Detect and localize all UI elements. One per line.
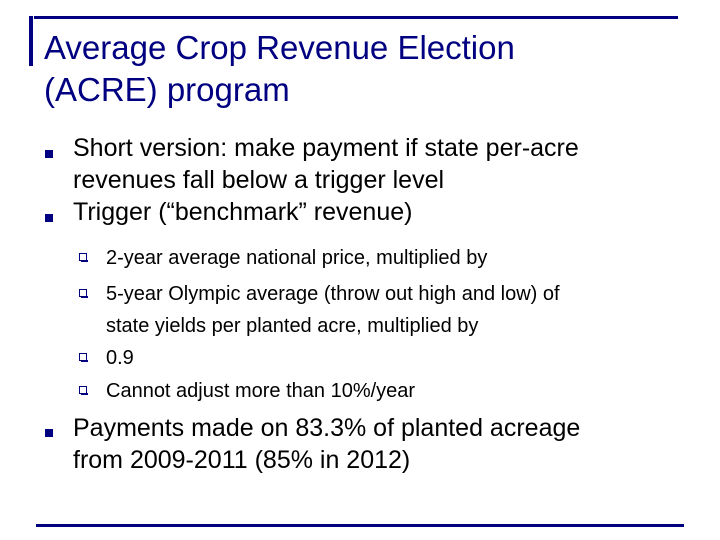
hollow-square-bullet-icon [79,289,88,298]
title-line-1: Average Crop Revenue Election [44,29,515,66]
hollow-square-bullet-icon [79,253,88,262]
sub-bullet-item: 2-year average national price, multiplie… [106,242,487,274]
title-line-2: (ACRE) program [44,71,290,108]
title-left-rule [29,16,33,66]
sub-bullet-line: 5-year Olympic average (throw out high a… [106,283,560,305]
hollow-square-bullet-icon [79,353,88,362]
sub-bullet-item: 5-year Olympic average (throw out high a… [106,278,560,342]
bullet-line: Short version: make payment if state per… [73,134,579,162]
bullet-line: from 2009-2011 (85% in 2012) [73,446,411,474]
hollow-square-bullet-icon [79,386,88,395]
sub-bullet-line: state yields per planted acre, multiplie… [106,315,479,337]
footer-rule [36,524,684,527]
bullet-line: Payments made on 83.3% of planted acreag… [73,414,581,442]
slide-title: Average Crop Revenue Election (ACRE) pro… [44,27,684,111]
filled-square-bullet-icon [45,150,53,158]
sub-bullet-item: Cannot adjust more than 10%/year [106,375,415,407]
filled-square-bullet-icon [45,429,53,437]
bullet-item: Payments made on 83.3% of planted acreag… [73,412,580,476]
title-top-rule [34,16,678,19]
sub-bullet-line: Cannot adjust more than 10%/year [106,380,416,402]
sub-bullet-line: 0.9 [106,347,134,369]
sub-bullet-line: 2-year average national price, multiplie… [106,247,488,269]
bullet-line: revenues fall below a trigger level [73,166,445,194]
sub-bullet-item: 0.9 [106,342,134,374]
filled-square-bullet-icon [45,214,53,222]
bullet-line: Trigger (“benchmark” revenue) [73,198,413,226]
bullet-item: Short version: make payment if state per… [73,132,579,196]
bullet-item: Trigger (“benchmark” revenue) [73,196,412,228]
